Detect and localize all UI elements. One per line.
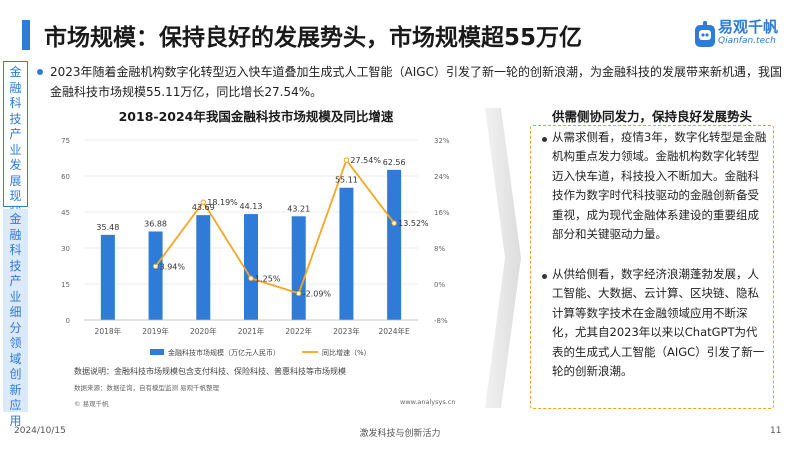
- bar: [244, 214, 258, 320]
- bar-value-label: 44.13: [240, 202, 263, 211]
- footer-slogan: 激发科技与创新活力: [359, 429, 441, 439]
- x-tick-label: 2022年: [285, 326, 312, 336]
- growth-rate-label: 3.94%: [160, 262, 186, 271]
- x-tick-label: 2018年: [95, 326, 122, 336]
- y-tick-label-left: 30: [61, 245, 70, 253]
- intro-bullet: [37, 69, 43, 75]
- footer-date: 2024/10/15: [14, 426, 66, 436]
- y-tick-label-right: -8%: [434, 317, 448, 325]
- x-tick-label: 2024年E: [378, 326, 410, 336]
- bar-value-label: 43.21: [287, 204, 310, 213]
- y-tick-label-left: 0: [66, 317, 70, 325]
- bar: [291, 216, 306, 320]
- x-tick-label: 2020年: [190, 326, 217, 336]
- logo-mark-icon: [695, 21, 715, 47]
- bar-value-label: 36.88: [144, 219, 167, 228]
- market-size-chart: 35.48 36.88 43.69 44.13 43.21 55.11 62.56 3.94%…: [61, 137, 450, 357]
- right-bullet-1: [542, 137, 547, 142]
- y-tick-label-left: 75: [61, 137, 70, 145]
- demand-side-paragraph: 从需求侧看，疫情3年，数字化转型是金融机构重点发力领域。金融机构数字化转型迈入快…: [552, 130, 767, 242]
- x-tick-label: 2019年: [142, 326, 169, 336]
- y-tick-label-left: 15: [61, 281, 70, 289]
- x-tick-label: 2021年: [238, 326, 265, 336]
- right-bullet-2: [542, 274, 547, 279]
- copyright-note: © 易观千帆: [74, 400, 109, 408]
- growth-rate-label: 13.52%: [398, 219, 429, 228]
- y-tick-label-left: 60: [61, 173, 70, 181]
- right-panel-box: [530, 125, 774, 409]
- bar: [387, 169, 402, 320]
- legend-label-line: 同比增速（%）: [322, 348, 371, 357]
- growth-rate-point: [391, 220, 397, 226]
- growth-rate-point: [200, 199, 206, 205]
- bar: [339, 187, 354, 320]
- page-number: 11: [770, 426, 782, 436]
- y-tick-label-right: 32%: [434, 137, 450, 145]
- y-tick-label-right: 8%: [434, 245, 445, 253]
- data-explanation: 数据说明：金融科技市场规模包含支付科技、保险科技、普惠科技等市场规模: [74, 367, 346, 376]
- side-tab-industry-innovation[interactable]: 金融科技产业细分领域创新应用: [3, 209, 28, 428]
- growth-rate-label: -2.09%: [303, 289, 332, 298]
- growth-rate-label: 18.19%: [207, 198, 238, 207]
- brand-logo: 易观千帆 Qianfan.tech: [694, 16, 794, 54]
- data-source: 数据来源：数据征询，自有模型监测 易观千帆整理: [74, 384, 220, 392]
- bar: [148, 231, 163, 320]
- legend-label-bar: 金融科技市场规模（万亿元人民币）: [168, 348, 280, 357]
- growth-rate-line: [154, 158, 395, 295]
- bar-value-label: 62.56: [383, 158, 406, 167]
- growth-rate-point: [152, 263, 159, 269]
- bar-value-label: 43.69: [192, 203, 215, 212]
- growth-rate-point: [343, 157, 350, 163]
- y-tick-label-right: 16%: [434, 209, 450, 217]
- bar: [196, 215, 211, 320]
- y-tick-label-right: 24%: [434, 173, 450, 181]
- intro-paragraph: 2023年随着金融机构数字化转型迈入快车道叠加生成式人工智能（AIGC）引发了新…: [50, 65, 782, 99]
- y-tick-label-left: 45: [61, 209, 70, 217]
- flow-arrow-icon: [485, 108, 521, 408]
- y-tick-label-right: 0%: [434, 281, 445, 289]
- logo-domain: Qianfan.tech: [718, 36, 776, 46]
- bar: [100, 234, 115, 320]
- side-tab-industry-status[interactable]: 金融科技产业发展现状: [3, 61, 28, 219]
- title-accent-bar: [22, 20, 30, 50]
- growth-rate-label: 27.54%: [350, 156, 381, 165]
- bar-value-label: 35.48: [96, 223, 119, 232]
- bar-value-label: 55.11: [335, 176, 358, 185]
- chart-title: 2018-2024年我国金融科技市场规模及同比增速: [118, 109, 394, 124]
- x-tick-label: 2023年: [333, 326, 360, 336]
- supply-side-paragraph: 从供给侧看，数字经济浪潮蓬勃发展，人工智能、大数据、云计算、区块链、隐私计算等数…: [552, 267, 765, 379]
- growth-rate-point: [248, 275, 254, 282]
- site-url: www.analysys.cn: [400, 398, 456, 406]
- slide-title: 市场规模：保持良好的发展势头，市场规模超55万亿: [44, 25, 583, 51]
- right-panel-heading: 供需侧协同发力，保持良好发展势头: [551, 109, 752, 124]
- growth-rate-label: 1.25%: [255, 274, 281, 283]
- legend-swatch-bar: [150, 349, 164, 355]
- logo-name: 易观千帆: [718, 18, 779, 36]
- growth-rate-point: [296, 290, 302, 297]
